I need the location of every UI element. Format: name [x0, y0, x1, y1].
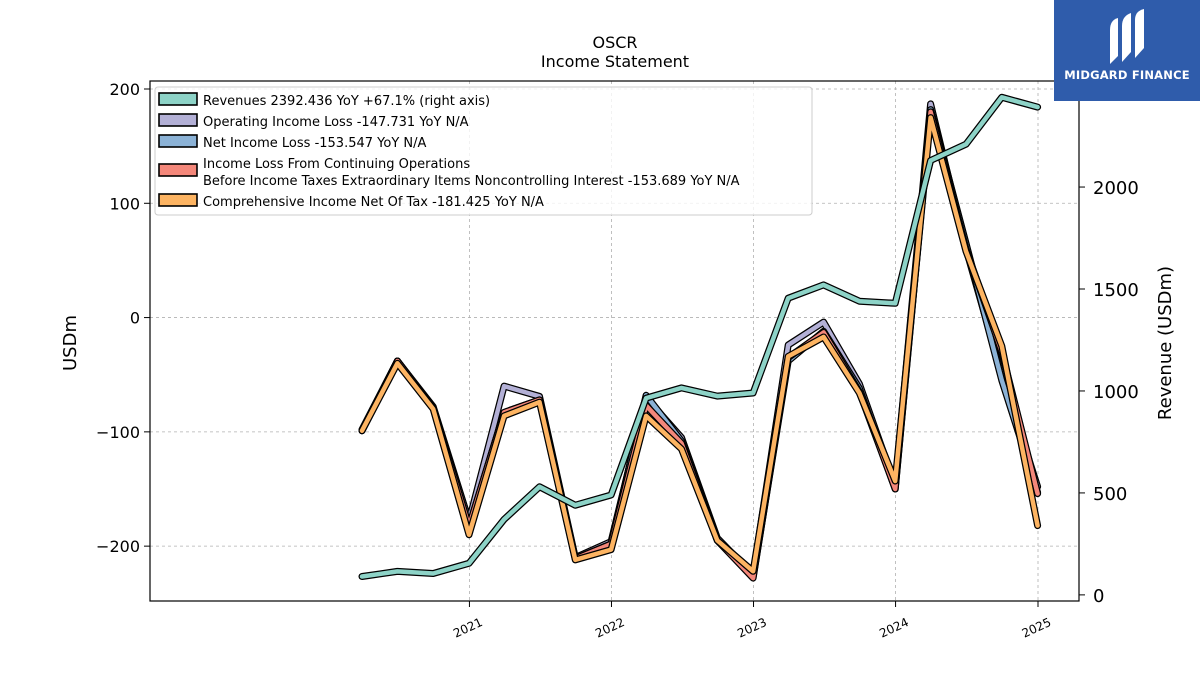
chart-subtitle: Income Statement [541, 52, 689, 71]
data-point [538, 486, 541, 488]
legend-label: Comprehensive Income Net Of Tax -181.425… [203, 195, 544, 210]
y-tick-label: 100 [109, 194, 140, 213]
data-point [965, 250, 967, 252]
data-point [503, 385, 505, 387]
legend: Revenues 2392.436 YoY +67.1% (right axis… [154, 86, 813, 216]
legend-label: Operating Income Loss -147.731 YoY N/A [203, 115, 469, 130]
legend-frame [154, 86, 813, 216]
data-point [432, 572, 434, 575]
data-point [894, 488, 896, 490]
data-point [432, 408, 434, 410]
data-point [858, 392, 861, 394]
legend-swatch [158, 92, 198, 106]
x-tick-label: 2022 [593, 615, 627, 641]
data-point [468, 534, 470, 536]
brand-logo: MIDGARD FINANCE [1054, 0, 1200, 101]
data-point [503, 518, 505, 521]
data-point [468, 562, 470, 564]
legend-swatch [158, 163, 198, 177]
data-point [752, 392, 754, 394]
y-tick-label: −200 [96, 537, 140, 556]
data-point [574, 559, 576, 561]
x-tick-label: 2025 [1020, 615, 1054, 641]
x-tick-label: 2024 [877, 615, 911, 641]
legend-swatch [158, 113, 198, 127]
x-tick-label: 2021 [451, 615, 485, 641]
brand-name: MIDGARD FINANCE [1064, 68, 1190, 82]
data-point [787, 355, 789, 357]
data-point [361, 575, 363, 578]
data-point [716, 539, 718, 542]
y2-tick-label: 2000 [1093, 178, 1139, 199]
data-point [823, 321, 825, 323]
data-point [823, 331, 825, 333]
y-tick-label: 0 [130, 309, 140, 328]
data-point [361, 430, 363, 432]
data-point [645, 397, 647, 399]
y-tick-label: −100 [96, 423, 140, 442]
data-point [1001, 345, 1003, 347]
plot-frame [149, 80, 1080, 602]
data-point [823, 336, 825, 338]
y2-axis-label: Revenue (USDm) [1155, 266, 1176, 420]
data-point [538, 401, 541, 403]
legend-label: Net Income Loss -153.547 YoY N/A [203, 136, 426, 151]
midgard-m-logo-icon [1110, 9, 1144, 64]
data-point [574, 504, 576, 506]
data-point [858, 300, 861, 302]
data-point [680, 442, 683, 444]
data-point [930, 111, 932, 113]
y2-tick-label: 1000 [1093, 382, 1139, 403]
data-point [396, 570, 398, 573]
data-point [894, 302, 896, 304]
x-tick-label: 2023 [735, 615, 769, 641]
data-point [930, 103, 932, 105]
data-point [610, 494, 612, 496]
data-point [787, 297, 789, 299]
y-tick-label: 200 [109, 80, 140, 99]
data-point [752, 577, 754, 579]
data-point [680, 387, 683, 389]
legend-label: Revenues 2392.436 YoY +67.1% (right axis… [203, 94, 490, 109]
data-point [787, 344, 789, 346]
data-point [610, 549, 612, 551]
legend-swatch [158, 134, 198, 148]
y2-tick-label: 0 [1093, 586, 1104, 607]
data-point [894, 480, 896, 482]
data-point [1037, 106, 1039, 108]
data-point [930, 117, 932, 119]
chart-title: OSCR [592, 33, 637, 52]
data-point [1001, 379, 1003, 381]
data-point [965, 143, 967, 145]
y-axis-label: USDm [60, 315, 81, 371]
series-line [359, 95, 1040, 579]
legend-swatch [158, 193, 198, 207]
data-point [716, 395, 718, 397]
series-revenues [358, 93, 1042, 580]
data-point [752, 570, 754, 572]
data-point [1037, 525, 1039, 527]
data-point [1037, 493, 1039, 495]
legend-label: Before Income Taxes Extraordinary Items … [203, 174, 740, 189]
y2-tick-label: 1500 [1093, 280, 1139, 301]
y2-tick-label: 500 [1093, 484, 1127, 505]
data-point [823, 284, 825, 286]
data-point [680, 448, 683, 450]
data-point [396, 362, 398, 364]
data-point [503, 415, 505, 417]
legend-label: Income Loss From Continuing Operations [203, 157, 470, 172]
data-point [930, 159, 932, 162]
data-point [1001, 96, 1003, 98]
data-point [645, 415, 647, 417]
series-layer [358, 93, 1042, 582]
